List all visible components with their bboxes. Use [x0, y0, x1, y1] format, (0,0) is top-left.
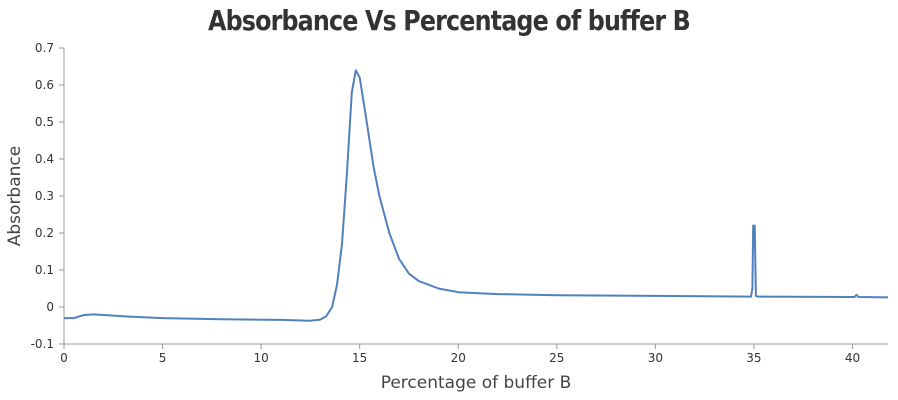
- y-tick-label: 0.6: [35, 78, 54, 92]
- y-tick-label: 0.3: [35, 189, 54, 203]
- x-tick-label: 40: [845, 351, 860, 365]
- y-axis-label: Absorbance: [5, 146, 25, 246]
- chart-title: Absorbance Vs Percentage of buffer B: [208, 4, 691, 37]
- x-tick-label: 25: [549, 351, 564, 365]
- y-tick-label: 0.1: [35, 263, 54, 277]
- x-axis-label: Percentage of buffer B: [381, 373, 572, 393]
- y-tick-label: 0.2: [35, 226, 54, 240]
- x-tick-label: 15: [352, 351, 367, 365]
- x-tick-label: 0: [60, 351, 68, 365]
- x-tick-label: 5: [159, 351, 167, 365]
- x-tick-label: 30: [648, 351, 663, 365]
- y-tick-label: -0.1: [31, 337, 54, 351]
- x-tick-label: 35: [746, 351, 761, 365]
- x-tick-label: 20: [451, 351, 466, 365]
- x-tick-label: 10: [253, 351, 268, 365]
- series-line: [64, 69, 889, 322]
- y-tick-label: 0.7: [35, 41, 54, 55]
- y-tick-label: 0.4: [35, 152, 54, 166]
- y-tick-label: 0: [46, 300, 54, 314]
- y-tick-label: 0.5: [35, 115, 54, 129]
